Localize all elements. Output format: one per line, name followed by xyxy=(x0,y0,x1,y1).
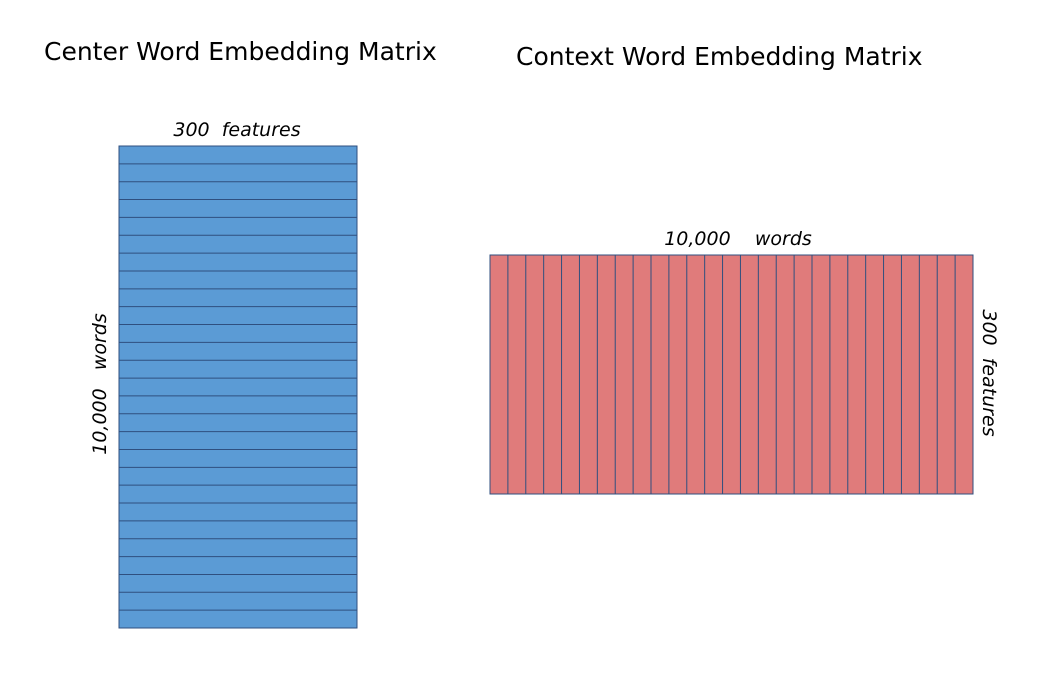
context-matrix-features-label: 300 features xyxy=(978,309,1000,436)
context-matrix-words-label: 10,000 words xyxy=(664,228,812,250)
center-matrix-panel: Center Word Embedding Matrix 300 feature… xyxy=(44,37,437,629)
center-matrix-block xyxy=(118,145,358,629)
center-matrix-row-dividers xyxy=(119,163,357,611)
context-matrix-block xyxy=(489,254,974,495)
center-matrix-words-label: 10,000 words xyxy=(89,313,111,455)
context-matrix-panel: Context Word Embedding Matrix 10,000 wor… xyxy=(489,42,1000,495)
center-matrix-features-label: 300 features xyxy=(173,119,300,141)
context-matrix-column-dividers xyxy=(507,255,956,494)
center-matrix-title: Center Word Embedding Matrix xyxy=(44,37,437,66)
context-matrix-title: Context Word Embedding Matrix xyxy=(516,42,923,71)
